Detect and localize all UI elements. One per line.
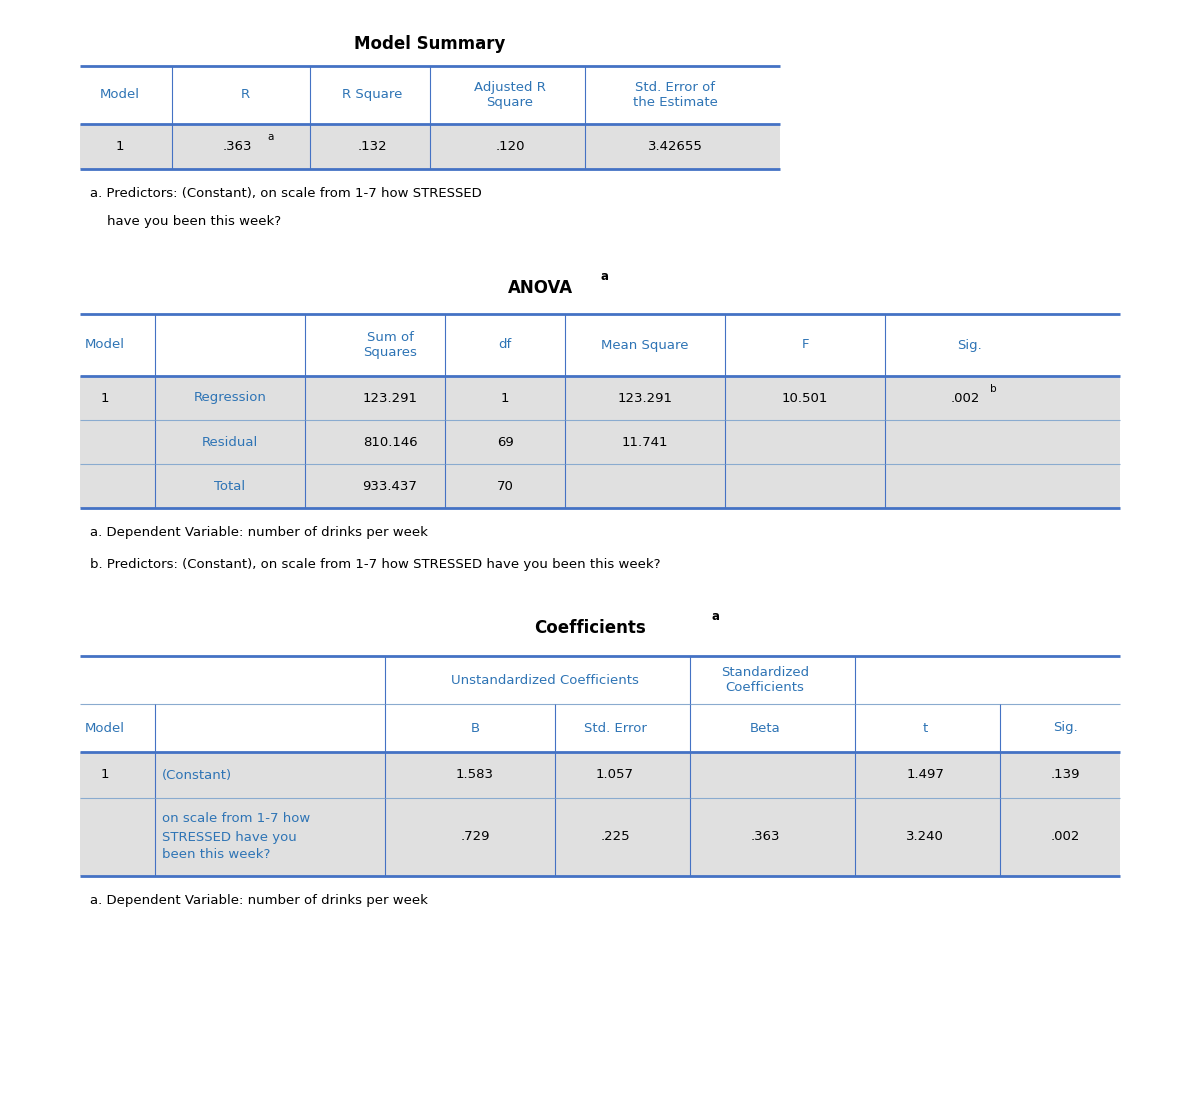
Text: have you been this week?: have you been this week? (90, 215, 281, 228)
Text: Coefficients: Coefficients (534, 619, 646, 637)
Text: .132: .132 (358, 140, 386, 153)
Text: df: df (498, 339, 511, 352)
Bar (80, 752, 1120, 798)
Text: Model: Model (100, 89, 140, 102)
Text: b: b (990, 384, 997, 393)
Text: Standardized
Coefficients: Standardized Coefficients (721, 666, 809, 694)
Text: t: t (923, 721, 928, 734)
Text: a. Predictors: (Constant), on scale from 1-7 how STRESSED: a. Predictors: (Constant), on scale from… (90, 187, 481, 199)
Text: Std. Error of
the Estimate: Std. Error of the Estimate (632, 81, 718, 109)
Text: a. Dependent Variable: number of drinks per week: a. Dependent Variable: number of drinks … (90, 894, 428, 907)
Text: .002: .002 (1050, 831, 1080, 844)
Text: 1: 1 (115, 140, 125, 153)
Text: 10.501: 10.501 (782, 391, 828, 404)
Text: Model Summary: Model Summary (354, 35, 505, 53)
Text: (Constant): (Constant) (162, 768, 232, 781)
Text: a. Dependent Variable: number of drinks per week: a. Dependent Variable: number of drinks … (90, 526, 428, 539)
Text: 3.42655: 3.42655 (648, 140, 702, 153)
Text: B: B (470, 721, 480, 734)
Text: b. Predictors: (Constant), on scale from 1-7 how STRESSED have you been this wee: b. Predictors: (Constant), on scale from… (90, 558, 660, 571)
Text: .225: .225 (600, 831, 630, 844)
Text: F: F (802, 339, 809, 352)
Text: a: a (268, 133, 274, 142)
Text: 1: 1 (500, 391, 509, 404)
Text: R: R (240, 89, 250, 102)
Text: a: a (600, 270, 608, 283)
Bar (80, 376, 1120, 420)
Text: 123.291: 123.291 (362, 391, 418, 404)
Text: a: a (710, 609, 719, 623)
Text: .729: .729 (461, 831, 490, 844)
Bar (80, 798, 1120, 876)
Text: on scale from 1-7 how
STRESSED have you
been this week?: on scale from 1-7 how STRESSED have you … (162, 812, 311, 861)
Text: 70: 70 (497, 480, 514, 492)
Text: 123.291: 123.291 (618, 391, 672, 404)
Text: Sig.: Sig. (1052, 721, 1078, 734)
Text: Mean Square: Mean Square (601, 339, 689, 352)
Text: ANOVA: ANOVA (508, 279, 572, 297)
Bar (80, 464, 1120, 509)
Text: .363: .363 (222, 140, 252, 153)
Text: .363: .363 (750, 831, 780, 844)
Text: 810.146: 810.146 (362, 435, 418, 448)
Text: Model: Model (85, 721, 125, 734)
Text: 1.497: 1.497 (906, 768, 944, 781)
Text: 1.583: 1.583 (456, 768, 494, 781)
Text: Residual: Residual (202, 435, 258, 448)
Text: .139: .139 (1050, 768, 1080, 781)
Text: Regression: Regression (193, 391, 266, 404)
Text: .002: .002 (950, 391, 979, 404)
Text: Adjusted R
Square: Adjusted R Square (474, 81, 546, 109)
Text: Model: Model (85, 339, 125, 352)
Text: 11.741: 11.741 (622, 435, 668, 448)
Text: .120: .120 (496, 140, 524, 153)
Text: Unstandardized Coefficients: Unstandardized Coefficients (451, 674, 638, 686)
Text: Sum of
Squares: Sum of Squares (364, 331, 416, 359)
Text: 933.437: 933.437 (362, 480, 418, 492)
Text: Std. Error: Std. Error (583, 721, 647, 734)
Text: Total: Total (215, 480, 246, 492)
Text: 3.240: 3.240 (906, 831, 944, 844)
Text: 1.057: 1.057 (596, 768, 634, 781)
Text: R Square: R Square (342, 89, 402, 102)
Text: Beta: Beta (750, 721, 780, 734)
Text: 1: 1 (101, 391, 109, 404)
Bar (80, 124, 780, 169)
Text: 1: 1 (101, 768, 109, 781)
Text: 69: 69 (497, 435, 514, 448)
Text: Sig.: Sig. (958, 339, 983, 352)
Bar (80, 420, 1120, 464)
